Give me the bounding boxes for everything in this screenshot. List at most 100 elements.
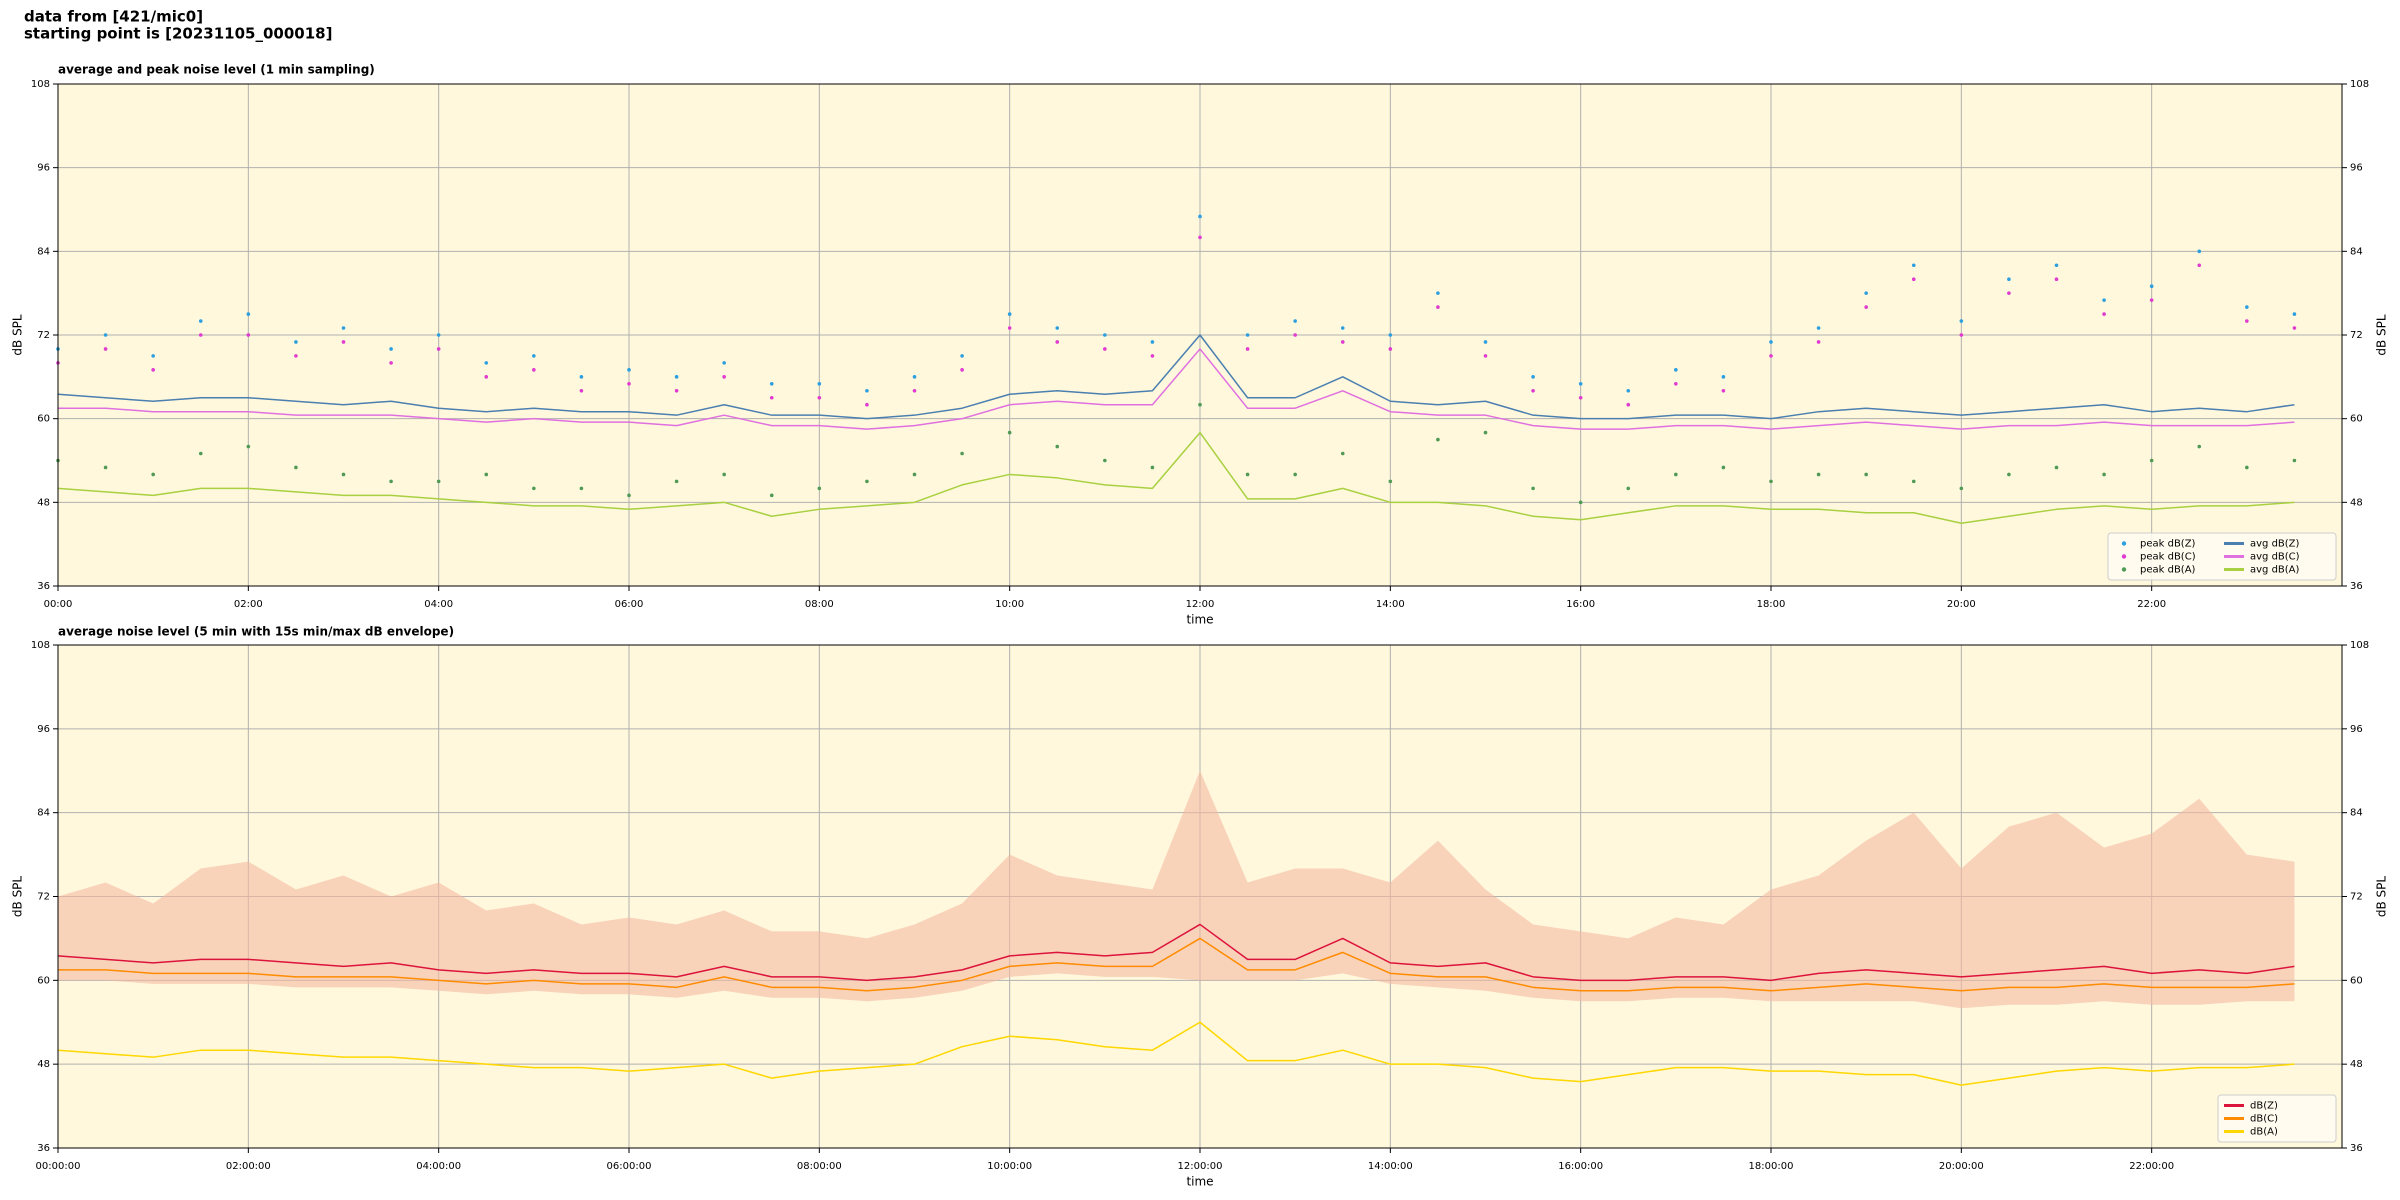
peak-point: [2007, 472, 2011, 477]
peak-point: [389, 347, 393, 351]
y2-tick-label: 84: [2350, 808, 2363, 819]
peak-point: [1816, 326, 1821, 330]
peak-point: [722, 375, 726, 379]
chart-title: average noise level (5 min with 15s min/…: [58, 625, 454, 639]
peak-point: [2054, 263, 2059, 268]
peak-point: [198, 333, 203, 337]
peak-point: [151, 472, 155, 477]
header-line: data from [421/mic0]: [24, 8, 203, 26]
peak-point: [246, 333, 251, 337]
legend-label: avg dB(A): [2250, 565, 2300, 576]
x-tick-label: 08:00: [805, 599, 834, 610]
peak-point: [722, 472, 726, 477]
peak-point: [579, 375, 584, 379]
peak-point: [2149, 458, 2154, 463]
peak-point: [1864, 305, 1868, 309]
peak-point: [1816, 472, 1821, 477]
peak-point: [532, 354, 536, 358]
peak-point: [1103, 333, 1107, 337]
peak-point: [722, 361, 726, 365]
peak-point: [1578, 395, 1583, 400]
peak-point: [627, 382, 631, 386]
peak-point: [532, 486, 536, 491]
plot-frame: [57, 83, 2343, 587]
x-tick-label: 04:00:00: [416, 1161, 461, 1172]
series-line: [57, 334, 2295, 420]
peak-point: [246, 312, 251, 316]
peak-point: [627, 493, 631, 498]
peak-point: [151, 354, 155, 358]
series-line: [57, 431, 2295, 524]
legend-marker: [2121, 541, 2127, 546]
peak-point: [627, 368, 631, 372]
y2-tick-label: 60: [2350, 975, 2363, 986]
y-tick-label: 108: [31, 79, 50, 90]
peak-point: [532, 368, 536, 372]
peak-point: [2054, 465, 2059, 470]
peak-point: [817, 395, 822, 400]
peak-point: [1340, 326, 1345, 330]
peak-point: [2102, 298, 2106, 302]
peak-point: [2245, 305, 2249, 309]
x-tick-label: 10:00: [995, 599, 1024, 610]
peak-point: [1150, 354, 1155, 358]
peak-point: [2007, 291, 2011, 295]
peak-point: [151, 368, 155, 372]
peak-point: [1674, 472, 1678, 477]
peak-point: [1436, 437, 1440, 442]
legend-box: [2217, 1094, 2337, 1143]
peak-point: [865, 388, 869, 393]
series-line: [58, 348, 2295, 430]
peak-point: [1388, 479, 1393, 484]
peak-point: [1626, 402, 1631, 407]
peak-point: [436, 347, 441, 351]
peak-point: [198, 319, 203, 323]
y-tick-label: 36: [37, 1143, 50, 1154]
peak-point: [1578, 500, 1583, 505]
peak-point: [960, 451, 964, 456]
y2-tick-label: 108: [2350, 640, 2369, 651]
x-tick-label: 14:00: [1376, 599, 1405, 610]
peak-point: [294, 354, 298, 358]
peak-point: [1293, 472, 1297, 477]
peak-point: [960, 354, 964, 358]
x-tick-label: 14:00:00: [1368, 1161, 1413, 1172]
peak-point: [1626, 388, 1631, 393]
peak-point: [2149, 298, 2154, 302]
peak-point: [103, 465, 108, 470]
peak-point: [389, 479, 393, 484]
peak-point: [912, 472, 917, 477]
legend-label: dB(C): [2250, 1114, 2278, 1125]
x-tick-label: 06:00:00: [607, 1161, 652, 1172]
y2-axis-label: dB SPL: [2375, 876, 2389, 918]
peak-point: [1388, 333, 1393, 337]
peak-point: [1150, 465, 1155, 470]
y2-tick-label: 48: [2350, 1059, 2363, 1070]
peak-point: [912, 388, 917, 393]
legend-label: dB(Z): [2250, 1101, 2278, 1112]
peak-point: [2197, 444, 2202, 449]
peak-point: [579, 486, 584, 491]
peak-point: [1769, 340, 1773, 344]
peak-point: [103, 333, 108, 337]
peak-point: [198, 451, 203, 456]
y2-tick-label: 96: [2350, 163, 2363, 174]
x-tick-label: 18:00: [1757, 599, 1786, 610]
legend-marker: [2121, 554, 2127, 559]
x-tick-label: 16:00:00: [1558, 1161, 1603, 1172]
x-tick-label: 04:00: [424, 599, 453, 610]
peak-point: [436, 333, 441, 337]
peak-point: [1769, 479, 1773, 484]
y-tick-label: 72: [37, 330, 50, 341]
peak-point: [1293, 319, 1297, 323]
series-line: [57, 1021, 2295, 1086]
peak-point: [294, 465, 298, 470]
y2-tick-label: 72: [2350, 892, 2363, 903]
x-tick-label: 18:00:00: [1749, 1161, 1794, 1172]
y-axis-label: dB SPL: [11, 314, 25, 356]
peak-point: [1483, 354, 1488, 358]
peak-point: [1578, 382, 1583, 386]
peak-point: [1055, 340, 1060, 344]
peak-point: [2054, 277, 2059, 282]
peak-point: [2292, 312, 2297, 316]
